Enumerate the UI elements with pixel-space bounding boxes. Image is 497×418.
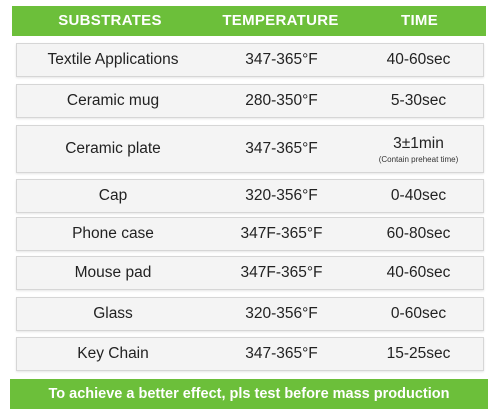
temperature-cell: 347F-365°F <box>240 264 323 281</box>
temperature-cell: 347-365°F <box>245 345 318 362</box>
time-value: 0-40sec <box>390 187 447 204</box>
time-cell: 0-60sec <box>354 298 483 330</box>
time-value: 40-60sec <box>386 51 451 68</box>
temperature-cell: 347F-365°F <box>240 225 323 242</box>
substrate-cell: Textile Applications <box>47 51 179 68</box>
time-cell: 5-30sec <box>354 85 483 117</box>
header-temperature: TEMPERATURE <box>222 12 339 29</box>
time-value: 60-80sec <box>386 225 451 242</box>
time-cell: 15-25sec <box>354 338 483 370</box>
table-row: Cap 320-356°F 0-40sec <box>16 179 484 213</box>
time-value: 0-60sec <box>390 305 447 322</box>
time-cell: 60-80sec <box>354 218 483 250</box>
time-cell: 40-60sec <box>354 257 483 289</box>
temperature-cell: 320-356°F <box>245 187 318 204</box>
temperature-cell: 320-356°F <box>245 305 318 322</box>
table-row: Mouse pad 347F-365°F 40-60sec <box>16 256 484 290</box>
substrate-cell: Phone case <box>72 225 154 242</box>
temperature-cell: 347-365°F <box>245 140 318 157</box>
table-row: Ceramic mug 280-350°F 5-30sec <box>16 84 484 118</box>
header-substrates: SUBSTRATES <box>58 12 162 29</box>
time-cell: 40-60sec <box>354 44 483 76</box>
substrate-cell: Cap <box>98 187 128 204</box>
time-cell: 3±1min (Contain preheat time) <box>354 126 483 172</box>
substrate-cell: Key Chain <box>77 345 149 362</box>
substrate-cell: Glass <box>93 305 133 322</box>
temperature-cell: 347-365°F <box>245 51 318 68</box>
footer-banner: To achieve a better effect, pls test bef… <box>10 379 488 409</box>
table-row: Ceramic plate 347-365°F 3±1min (Contain … <box>16 125 484 173</box>
substrate-cell: Mouse pad <box>74 264 152 281</box>
table-header: SUBSTRATES TEMPERATURE TIME <box>12 6 486 36</box>
header-time: TIME <box>400 12 439 29</box>
table-row: Phone case 347F-365°F 60-80sec <box>16 217 484 251</box>
table-row: Textile Applications 347-365°F 40-60sec <box>16 43 484 77</box>
table-row: Key Chain 347-365°F 15-25sec <box>16 337 484 371</box>
substrate-cell: Ceramic plate <box>65 140 161 157</box>
time-value: 3±1min <box>393 134 444 152</box>
time-note: (Contain preheat time) <box>378 154 459 164</box>
temperature-cell: 280-350°F <box>245 92 318 109</box>
substrate-cell: Ceramic mug <box>66 92 160 109</box>
time-value: 15-25sec <box>386 345 451 362</box>
table-row: Glass 320-356°F 0-60sec <box>16 297 484 331</box>
time-value: 5-30sec <box>390 92 447 109</box>
time-value: 40-60sec <box>386 264 451 281</box>
time-cell: 0-40sec <box>354 180 483 212</box>
